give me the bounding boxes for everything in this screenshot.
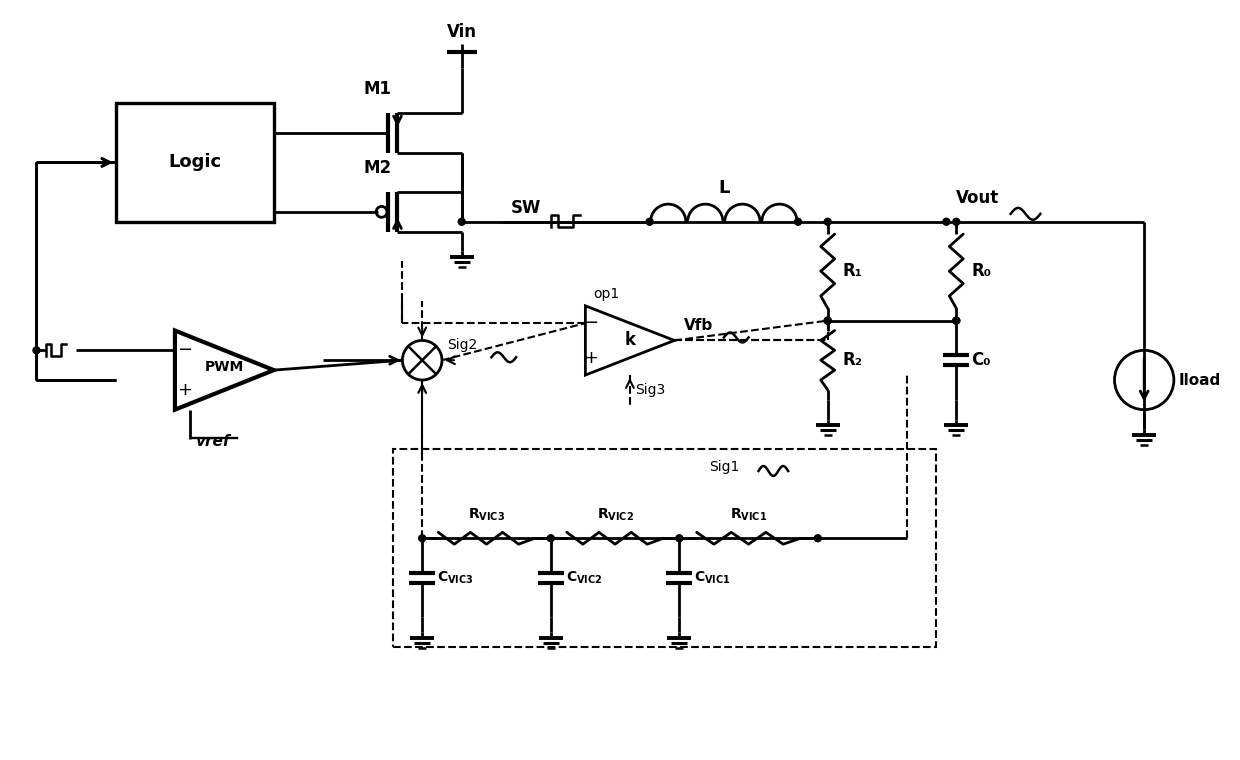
Text: op1: op1: [593, 287, 620, 301]
Text: vref: vref: [195, 435, 229, 449]
Circle shape: [459, 218, 465, 225]
Circle shape: [952, 218, 960, 225]
Text: R$_\mathregular{VIC2}$: R$_\mathregular{VIC2}$: [596, 507, 634, 524]
Circle shape: [952, 317, 960, 324]
Text: C$_\mathregular{VIC2}$: C$_\mathregular{VIC2}$: [565, 569, 603, 586]
Circle shape: [676, 535, 683, 542]
Text: R$_\mathregular{VIC1}$: R$_\mathregular{VIC1}$: [730, 507, 768, 524]
Text: M2: M2: [363, 160, 392, 177]
Circle shape: [419, 535, 425, 542]
Circle shape: [547, 535, 554, 542]
Text: R₂: R₂: [842, 351, 863, 369]
Text: Sig3: Sig3: [635, 383, 665, 397]
Text: Sig1: Sig1: [709, 460, 739, 474]
Circle shape: [825, 317, 831, 324]
Text: L: L: [718, 179, 729, 197]
Text: R$_\mathregular{VIC3}$: R$_\mathregular{VIC3}$: [467, 507, 505, 524]
Circle shape: [825, 317, 831, 324]
Circle shape: [795, 218, 801, 225]
Circle shape: [942, 218, 950, 225]
Text: +: +: [177, 381, 192, 399]
Text: C$_\mathregular{VIC3}$: C$_\mathregular{VIC3}$: [436, 569, 474, 586]
Text: Vout: Vout: [956, 189, 999, 207]
FancyBboxPatch shape: [115, 103, 274, 222]
Text: Sig2: Sig2: [446, 338, 477, 353]
Circle shape: [825, 218, 831, 225]
Text: Logic: Logic: [169, 154, 221, 172]
Text: PWM: PWM: [205, 360, 244, 374]
Text: R₀: R₀: [971, 262, 991, 280]
Text: +: +: [583, 350, 598, 367]
Text: k: k: [625, 331, 635, 350]
Circle shape: [33, 347, 40, 354]
Text: C₀: C₀: [971, 351, 991, 369]
Text: C$_\mathregular{VIC1}$: C$_\mathregular{VIC1}$: [694, 569, 730, 586]
Text: R₁: R₁: [842, 262, 863, 280]
Text: Vin: Vin: [446, 23, 476, 41]
Text: M1: M1: [363, 80, 392, 98]
Text: −: −: [583, 314, 598, 331]
Text: −: −: [177, 341, 192, 359]
Text: Iload: Iload: [1179, 372, 1221, 388]
Circle shape: [646, 218, 653, 225]
Text: Vfb: Vfb: [684, 318, 713, 333]
Circle shape: [815, 535, 821, 542]
Circle shape: [952, 317, 960, 324]
Text: SW: SW: [511, 199, 542, 217]
